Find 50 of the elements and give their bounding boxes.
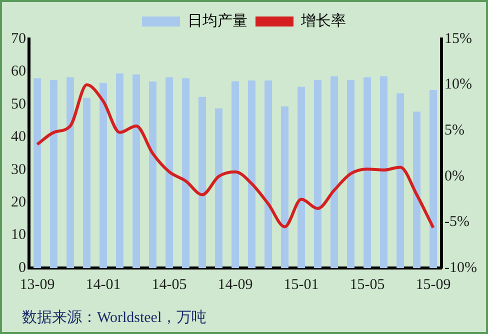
x-tick-label: 15-09: [416, 276, 451, 293]
bar: [413, 112, 420, 268]
bar: [364, 77, 371, 268]
x-tick-label: 13-09: [20, 276, 55, 293]
bar: [198, 96, 206, 268]
bar: [116, 73, 124, 268]
y-tick-label: 30: [11, 162, 26, 178]
bar: [149, 82, 156, 268]
bar: [215, 108, 222, 268]
x-tick-label: 14-05: [152, 276, 187, 293]
x-tick-label: 14-01: [86, 276, 121, 293]
bar: [430, 90, 437, 268]
y-tick-label: 40: [11, 129, 26, 146]
y-tick-label: 60: [11, 64, 26, 80]
legend-label: 日均产量: [188, 11, 248, 30]
bar: [83, 98, 90, 268]
bar: [281, 106, 288, 268]
bar: [132, 74, 140, 268]
legend-label: 增长率: [300, 11, 346, 30]
bar: [66, 77, 74, 268]
bar: [34, 78, 41, 268]
y2-tick-label: -5%: [444, 214, 470, 230]
bar: [100, 82, 107, 268]
bar: [380, 76, 388, 268]
bar: [248, 80, 256, 268]
bar: [330, 76, 338, 268]
y2-tick-label: -10%: [444, 260, 478, 276]
y2-tick-label: 15%: [444, 30, 472, 47]
bar: [314, 80, 322, 268]
source-note: 数据来源：Worldsteel，万吨: [22, 308, 207, 327]
y-tick-label: 20: [11, 194, 26, 211]
x-tick-label: 15-01: [284, 276, 319, 293]
y-tick-label: 70: [11, 30, 26, 47]
bar: [50, 80, 58, 268]
x-tick-label: 14-09: [218, 276, 253, 293]
bar: [298, 86, 305, 268]
y2-tick-label: 0%: [444, 168, 465, 184]
line-series: [36, 83, 435, 230]
y-tick-label: 10: [11, 227, 26, 244]
bar: [264, 80, 272, 268]
bar: [166, 77, 173, 268]
x-tick-label: 15-05: [350, 276, 385, 293]
y-tick-label: 50: [11, 96, 26, 112]
y2-tick-label: 10%: [444, 76, 472, 93]
bar: [182, 78, 190, 268]
bar: [232, 81, 239, 268]
bar: [396, 93, 404, 268]
y-tick-label: 0: [18, 260, 26, 276]
bar: [347, 80, 354, 268]
y2-tick-label: 5%: [444, 122, 465, 139]
